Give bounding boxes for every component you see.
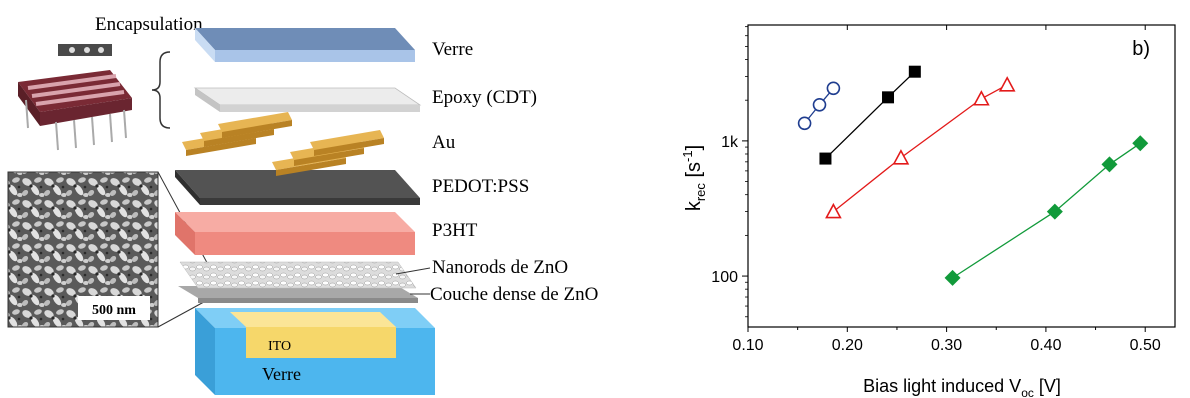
- x-tick-label: 0.10: [732, 337, 763, 354]
- y-axis-ticks: 100 1k: [711, 26, 748, 318]
- ito-label: ITO: [268, 339, 291, 354]
- data-point: [819, 152, 832, 165]
- layer-epoxy: [193, 87, 422, 112]
- device-stack-diagram: Encapsulation 500 nm ITO Verre: [7, 14, 598, 395]
- data-point: [825, 202, 842, 219]
- p3ht-label: P3HT: [432, 220, 478, 241]
- series-0: [797, 81, 841, 131]
- data-point: [812, 97, 827, 112]
- data-point: [797, 116, 812, 131]
- x-tick-label: 0.20: [832, 337, 863, 354]
- krec-vs-voc-chart: 0.10 0.20 0.30 0.40 0.50 100 1k b) Bias light…: [680, 24, 1176, 398]
- y-axis-label: krec [s-1]: [680, 145, 708, 211]
- y-tick-label: 1k: [721, 134, 739, 151]
- layer-ito: [230, 312, 396, 358]
- layer-pedot-pss: [175, 170, 420, 205]
- sem-scale-bar-label: 500 nm: [92, 303, 136, 318]
- x-tick-label: 0.30: [931, 337, 962, 354]
- data-point: [944, 269, 961, 286]
- nanorods-label: Nanorods de ZnO: [432, 257, 568, 278]
- series-layer: [797, 65, 1149, 286]
- x-axis-label: Bias light induced Voc [V]: [863, 376, 1061, 398]
- series-line: [832, 84, 1008, 213]
- series-3: [944, 135, 1149, 286]
- data-point: [1101, 156, 1118, 173]
- x-axis-ticks: 0.10 0.20 0.30 0.40 0.50: [732, 25, 1161, 354]
- encapsulated-module-photo: [18, 44, 132, 151]
- data-point: [826, 81, 841, 96]
- data-point: [998, 76, 1016, 92]
- layer-glass-top: [195, 28, 415, 62]
- epoxy-label: Epoxy (CDT): [432, 87, 537, 108]
- data-point: [882, 91, 895, 104]
- layer-dense-zno: [178, 286, 418, 303]
- series-1: [819, 65, 921, 165]
- sem-scale-bar-box: [78, 296, 150, 320]
- sem-image: 500 nm: [7, 171, 159, 328]
- layer-zno-nanorods: [179, 261, 417, 289]
- series-2: [825, 76, 1016, 219]
- layer-p3ht: [175, 212, 415, 255]
- layer-au-electrodes: [182, 112, 384, 176]
- series-line: [952, 142, 1141, 279]
- glass-bottom-label: Verre: [262, 364, 301, 384]
- panel-label: b): [1132, 38, 1150, 60]
- data-point: [1046, 203, 1063, 220]
- au-label: Au: [432, 132, 456, 153]
- x-tick-label: 0.50: [1130, 337, 1161, 354]
- data-point: [973, 90, 990, 106]
- plot-frame: [747, 24, 1176, 328]
- data-point: [892, 149, 910, 165]
- pedot-label: PEDOT:PSS: [432, 176, 529, 197]
- encapsulation-label: Encapsulation: [95, 14, 203, 35]
- dense-zno-label: Couche dense de ZnO: [430, 284, 598, 305]
- y-tick-label: 100: [711, 269, 738, 286]
- data-point: [908, 65, 921, 78]
- data-point: [1132, 135, 1149, 152]
- x-tick-label: 0.40: [1030, 337, 1061, 354]
- encapsulation-brace: [151, 51, 171, 129]
- nanorods-pointer: [395, 267, 431, 275]
- glass-top-label: Verre: [432, 39, 473, 60]
